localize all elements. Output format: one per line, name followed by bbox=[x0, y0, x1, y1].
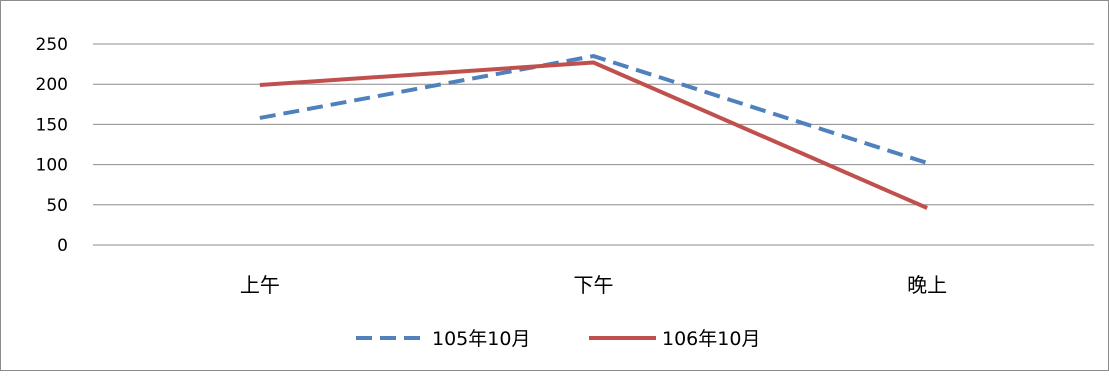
y-tick-label: 50 bbox=[46, 196, 68, 216]
y-axis-tick-labels: 0 50 100 150 200 250 bbox=[36, 35, 68, 256]
series-line-1 bbox=[260, 56, 927, 163]
y-tick-label: 150 bbox=[36, 115, 68, 135]
x-tick-label: 上午 bbox=[240, 273, 280, 297]
gridlines bbox=[93, 44, 1094, 245]
x-axis-tick-labels: 上午 下午 晚上 bbox=[240, 273, 947, 297]
y-tick-label: 100 bbox=[36, 156, 68, 176]
y-tick-label: 250 bbox=[36, 35, 68, 55]
legend: 105年10月 106年10月 bbox=[356, 328, 760, 350]
x-tick-label: 晚上 bbox=[907, 273, 947, 297]
legend-label-1: 105年10月 bbox=[432, 328, 530, 350]
y-tick-label: 200 bbox=[36, 75, 68, 95]
series-lines bbox=[260, 56, 927, 208]
y-tick-label: 0 bbox=[57, 236, 68, 256]
x-tick-label: 下午 bbox=[574, 273, 614, 297]
legend-label-2: 106年10月 bbox=[662, 328, 760, 350]
